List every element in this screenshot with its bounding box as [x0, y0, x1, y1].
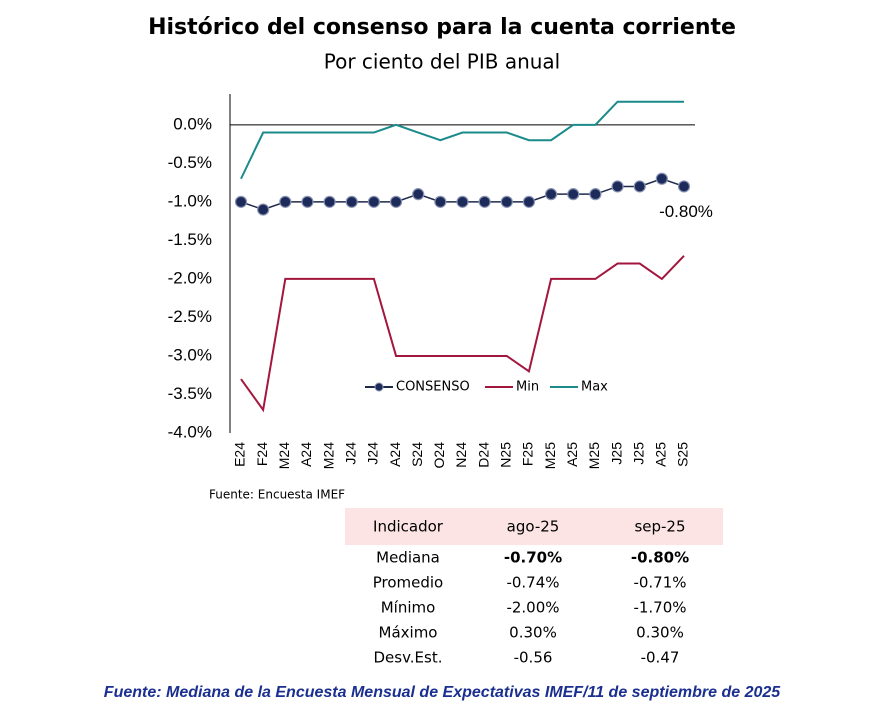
marker: [567, 188, 580, 201]
y-tick-label: -3.5%: [168, 384, 212, 403]
marker: [478, 195, 491, 208]
x-tick-label: A24: [387, 442, 403, 467]
y-tick-label: 0.0%: [173, 114, 212, 133]
y-tick-label: -2.0%: [168, 268, 212, 287]
table-header: sep-25: [634, 518, 685, 536]
source: Fuente: Encuesta IMEF: [209, 488, 345, 502]
marker: [655, 172, 668, 185]
marker: [345, 195, 358, 208]
x-tick-label: S24: [409, 442, 425, 467]
x-tick-label: A24: [298, 442, 314, 467]
marker: [367, 195, 380, 208]
table-cell: -0.80%: [631, 549, 689, 567]
x-tick-label: J24: [365, 442, 381, 465]
x-tick-label: J24: [342, 442, 358, 465]
legend-label: Max: [581, 380, 608, 395]
marker: [434, 195, 447, 208]
table-cell: -0.71%: [633, 574, 686, 592]
table-cell: -1.70%: [633, 599, 686, 617]
table-header-bg: [345, 508, 723, 545]
marker: [279, 195, 292, 208]
table-cell: Desv.Est.: [373, 649, 442, 667]
x-tick-label: M24: [276, 442, 292, 469]
x-tick-label: F24: [254, 442, 270, 466]
marker: [677, 180, 691, 193]
y-tick-label: -1.5%: [168, 230, 212, 249]
series-line: [240, 100, 684, 180]
marker: [323, 195, 336, 208]
marker: [633, 180, 646, 193]
table-cell: -0.56: [514, 649, 553, 667]
x-tick-label: N25: [498, 442, 514, 468]
data-label: -0.80%: [659, 202, 713, 221]
marker: [611, 180, 624, 193]
x-tick-label: A25: [653, 442, 669, 467]
x-tick-label: M25: [586, 442, 602, 469]
marker: [301, 195, 314, 208]
x-tick-label: A25: [564, 442, 580, 467]
marker: [544, 188, 558, 201]
table-cell: Máximo: [379, 624, 438, 642]
chart-title: Histórico del consenso para la cuenta co…: [148, 15, 736, 40]
table-cell: -0.74%: [506, 574, 559, 592]
marker: [412, 188, 425, 201]
marker: [500, 195, 513, 208]
table-cell: Mediana: [376, 549, 440, 567]
y-tick-label: -1.0%: [168, 191, 212, 210]
legend-label: Min: [516, 380, 539, 395]
marker: [257, 203, 270, 216]
table-cell: -0.70%: [504, 549, 562, 567]
x-tick-label: F25: [520, 442, 536, 466]
table-cell: 0.30%: [509, 624, 557, 642]
table-cell: -2.00%: [506, 599, 559, 617]
x-tick-label: M24: [320, 442, 336, 469]
y-tick-label: -4.0%: [168, 422, 212, 441]
x-tick-label: E24: [232, 442, 248, 467]
marker: [389, 195, 403, 208]
table-header: Indicador: [373, 518, 444, 536]
x-tick-label: D24: [475, 442, 491, 468]
x-tick-label: N24: [453, 442, 469, 468]
table-cell: Mínimo: [381, 599, 436, 617]
series-line: [240, 255, 685, 413]
table-cell: Promedio: [373, 574, 444, 592]
y-tick-label: -3.0%: [168, 345, 212, 364]
legend-marker: [374, 382, 384, 392]
x-tick-label: J25: [630, 442, 646, 465]
marker: [234, 195, 248, 208]
legend-label: CONSENSO: [396, 380, 470, 395]
marker: [589, 188, 602, 201]
footer: Fuente: Mediana de la Encuesta Mensual d…: [104, 684, 781, 701]
table-cell: 0.30%: [636, 624, 684, 642]
table-cell: -0.47: [641, 649, 680, 667]
y-tick-label: -2.5%: [168, 307, 212, 326]
x-tick-label: S25: [675, 442, 691, 467]
table-header: ago-25: [507, 518, 560, 536]
marker: [456, 195, 469, 208]
x-tick-label: M25: [542, 442, 558, 469]
chart-subtitle: Por ciento del PIB anual: [324, 50, 561, 74]
y-tick-label: -0.5%: [168, 153, 212, 172]
x-tick-label: J25: [608, 442, 624, 465]
x-tick-label: O24: [431, 442, 447, 469]
marker: [522, 195, 536, 208]
